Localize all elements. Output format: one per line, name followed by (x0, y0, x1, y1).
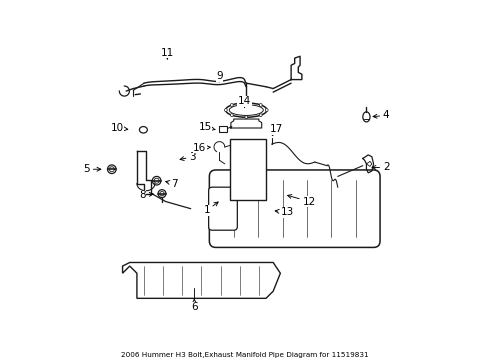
Circle shape (259, 114, 262, 117)
Text: 1: 1 (203, 202, 218, 216)
Circle shape (230, 104, 233, 107)
Ellipse shape (139, 127, 147, 133)
Ellipse shape (229, 105, 263, 116)
Text: 4: 4 (372, 111, 388, 121)
Text: 3: 3 (180, 152, 195, 162)
Text: 8: 8 (139, 190, 153, 200)
Circle shape (244, 116, 247, 119)
Text: 12: 12 (287, 195, 315, 207)
Text: 11: 11 (161, 48, 174, 59)
Circle shape (158, 190, 165, 198)
Bar (219, 126, 227, 132)
Circle shape (109, 167, 114, 172)
Text: 13: 13 (275, 207, 294, 217)
Circle shape (152, 176, 161, 185)
Circle shape (224, 109, 227, 112)
Circle shape (230, 114, 233, 117)
Polygon shape (122, 262, 280, 298)
Text: 10: 10 (110, 123, 127, 133)
Circle shape (154, 178, 159, 183)
Text: 2006 Hummer H3 Bolt,Exhaust Manifold Pipe Diagram for 11519831: 2006 Hummer H3 Bolt,Exhaust Manifold Pip… (121, 352, 367, 358)
Text: 7: 7 (165, 179, 178, 189)
FancyBboxPatch shape (209, 170, 379, 247)
Text: 9: 9 (216, 71, 222, 82)
Circle shape (107, 165, 116, 174)
Text: 6: 6 (191, 299, 197, 312)
Bar (230, 139, 265, 200)
Circle shape (160, 192, 164, 196)
Ellipse shape (362, 112, 369, 122)
Text: 17: 17 (269, 124, 283, 135)
Text: 14: 14 (237, 96, 251, 107)
Ellipse shape (229, 202, 263, 212)
Text: 16: 16 (193, 143, 210, 153)
Circle shape (265, 109, 267, 112)
Text: 5: 5 (83, 164, 101, 174)
Text: 15: 15 (198, 122, 215, 132)
Circle shape (259, 104, 262, 107)
Text: 2: 2 (371, 162, 388, 172)
FancyBboxPatch shape (208, 187, 237, 230)
Ellipse shape (225, 103, 266, 117)
Circle shape (244, 102, 247, 104)
Ellipse shape (231, 203, 260, 211)
